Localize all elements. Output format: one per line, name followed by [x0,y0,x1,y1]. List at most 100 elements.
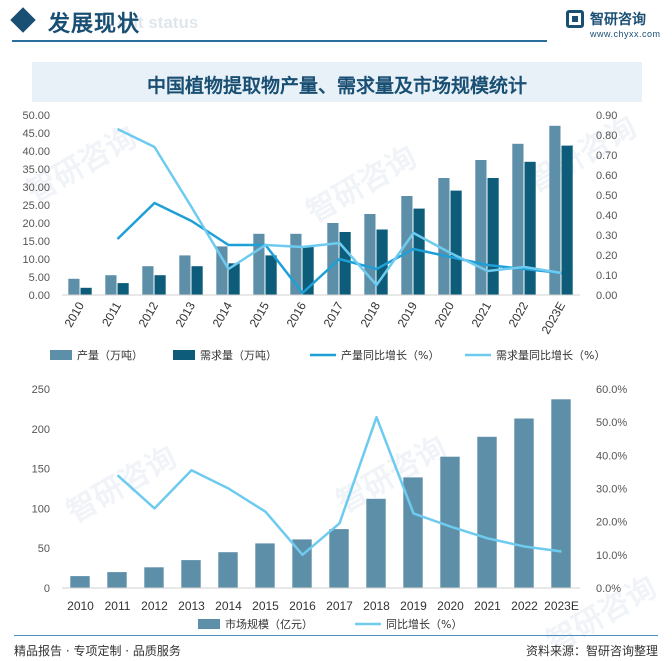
bar [191,266,203,295]
diamond-icon [10,7,36,33]
y-left-tick-label: 250 [32,384,50,396]
x-tick-label: 2019 [400,599,427,613]
y-left-tick-label: 45.00 [22,128,50,140]
y-left-tick-label: 35.00 [22,164,50,176]
x-tick-label: 2016 [289,599,316,613]
bar [376,229,388,295]
x-tick-label: 2023E [544,599,579,613]
y-right-tick-label: 0.10 [596,270,617,282]
bar [218,552,238,588]
y-right-tick-label: 0.60 [596,170,617,182]
x-tick-label: 2017 [321,299,347,329]
y-left-tick-label: 0.00 [29,290,50,302]
bar [117,283,129,295]
x-tick-label: 2015 [252,599,279,613]
bar [438,178,450,295]
bar [68,278,80,295]
x-tick-label: 2015 [247,299,273,329]
x-tick-label: 2016 [284,299,310,329]
bar [327,223,339,295]
bar [181,560,201,588]
x-tick-label: 2020 [432,299,458,329]
bar [551,399,571,588]
bar [561,145,573,295]
header-divider [12,40,547,42]
x-tick-label: 2022 [511,599,538,613]
bar [216,246,228,295]
footer-slogan: 精品报告 · 专项定制 · 品质服务 [14,644,181,658]
bar [142,266,154,295]
bar [450,190,462,295]
chart-title-band: 中国植物提取物产量、需求量及市场规模统计 [32,62,642,102]
bar [487,178,499,295]
x-tick-label: 2017 [326,599,353,613]
x-tick-label: 2023E [539,300,568,337]
y-left-tick-label: 25.00 [22,200,50,212]
bar [440,456,460,588]
y-left-tick-label: 20.00 [22,218,50,230]
y-left-tick-label: 40.00 [22,146,50,158]
y-right-tick-label: 0.00 [596,290,617,302]
footer: 精品报告 · 专项定制 · 品质服务 资料来源：智研咨询整理 [0,630,672,661]
legend-label: 同比增长（%） [386,617,462,630]
bar [549,125,561,295]
x-tick-label: 2022 [506,299,532,329]
series-line [116,201,562,295]
bar [401,196,413,295]
x-tick-label: 2011 [105,599,131,613]
chart-title: 中国植物提取物产量、需求量及市场规模统计 [146,75,527,97]
legend-swatch [173,350,195,360]
y-right-tick-label: 0.90 [596,110,617,122]
y-left-tick-label: 15.00 [22,236,50,248]
bar [524,161,536,295]
x-tick-label: 2018 [363,599,390,613]
bar [105,275,117,295]
legend-swatch [198,619,220,629]
bar [366,498,386,588]
x-tick-label: 2014 [215,599,242,613]
y-right-tick-label: 0.30 [596,230,617,242]
y-left-tick-label: 10.00 [22,254,50,266]
header-subtitle-en: ent status [118,13,199,32]
y-right-tick-label: 60.0% [596,384,627,396]
legend-label: 产量（万吨） [77,348,143,362]
legend-label: 需求量（万吨） [200,349,277,362]
y-right-tick-label: 0.0% [596,583,621,595]
y-right-tick-label: 0.20 [596,250,617,262]
x-tick-label: 2010 [67,599,94,613]
y-right-tick-label: 10.0% [596,550,627,562]
header: ent status 发展现状 智研咨询 www.chyxx.com [0,0,672,50]
bar [512,143,524,295]
y-left-tick-label: 50.00 [22,110,50,122]
y-right-tick-label: 20.0% [596,517,627,529]
x-tick-label: 2012 [136,299,162,329]
x-tick-label: 2010 [62,299,88,329]
x-tick-label: 2014 [210,299,236,329]
legend-label: 市场规模（亿元） [225,617,313,630]
bar [179,255,191,295]
x-tick-label: 2020 [437,599,464,613]
bar [475,160,487,295]
bar [144,567,164,588]
bar [329,529,349,588]
legend-label: 产量同比增长（%） [341,348,439,362]
market-size-chart: 0 50 100 150 200 250 0.0% 10.0% 20.0% 30.0% 40.0% 5… [32,384,628,630]
header-title: 发展现状 [48,12,141,37]
logo-url[interactable]: www.chyxx.com [590,29,661,39]
bar [253,233,265,295]
bar [403,477,423,588]
legend-label: 需求量同比增长（%） [496,348,605,362]
bar [265,255,277,295]
y-left-tick-label: 0 [44,583,50,595]
y-left-tick-label: 100 [32,503,50,515]
y-right-tick-label: 0.40 [596,210,617,222]
bar [107,572,127,588]
y-left-tick-label: 50 [38,543,50,555]
x-tick-label: 2019 [395,299,421,329]
production-demand-chart: 0.00 5.00 10.00 15.00 20.00 25.00 30.00 35.00 40… [22,110,617,362]
y-left-tick-label: 30.00 [22,182,50,194]
logo-icon [566,10,584,28]
footer-source: 资料来源：智研咨询整理 [525,644,658,658]
bar [514,418,534,588]
y-left-tick-label: 200 [32,424,50,436]
